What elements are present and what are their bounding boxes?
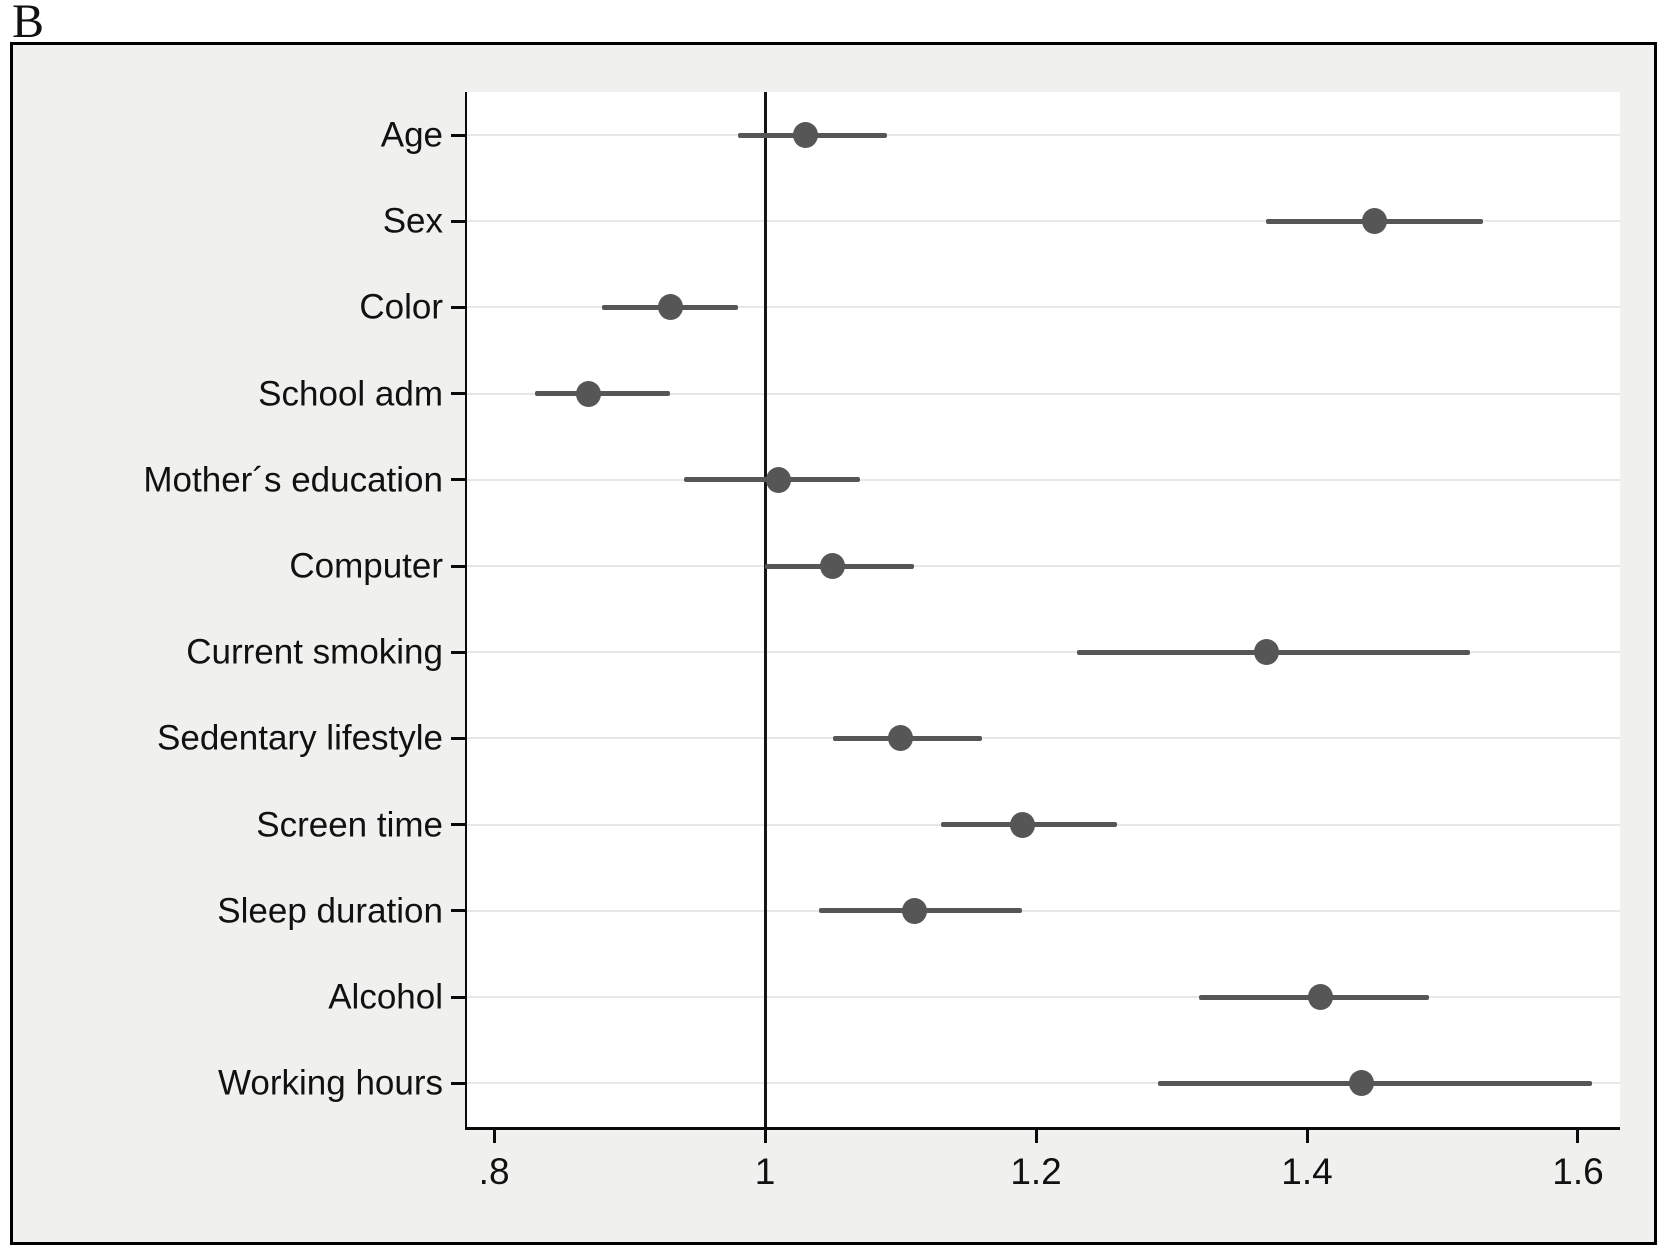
category-label: Age xyxy=(380,115,443,155)
category-label: Sleep duration xyxy=(217,891,443,931)
estimate-dot xyxy=(901,897,927,924)
y-axis-tick xyxy=(451,133,465,137)
row-gridline xyxy=(467,996,1620,998)
row-gridline xyxy=(467,478,1620,481)
category-label: Mother´s education xyxy=(143,460,443,500)
estimate-dot xyxy=(793,122,819,148)
x-axis-tick xyxy=(1305,1127,1309,1143)
row-gridline xyxy=(467,392,1620,395)
x-tick-label: .8 xyxy=(478,1151,510,1192)
row-gridline xyxy=(467,565,1620,567)
x-axis-tick xyxy=(763,1127,767,1143)
x-axis-tick xyxy=(1576,1127,1580,1143)
x-axis-tick xyxy=(1034,1127,1038,1143)
panel-label: B xyxy=(12,0,45,48)
y-axis-tick xyxy=(451,392,465,396)
y-axis-tick xyxy=(451,478,465,482)
row-gridline xyxy=(467,1082,1620,1085)
y-axis-tick xyxy=(451,909,465,913)
y-axis-tick xyxy=(451,823,465,827)
estimate-dot xyxy=(1009,811,1035,838)
y-axis-tick xyxy=(451,736,465,740)
estimate-dot xyxy=(1253,639,1279,666)
row-gridline xyxy=(467,220,1620,223)
estimate-dot xyxy=(1308,984,1334,1010)
category-label: Screen time xyxy=(256,805,443,845)
category-label: Working hours xyxy=(217,1063,443,1103)
category-label: School adm xyxy=(258,374,443,414)
estimate-dot xyxy=(1348,1070,1374,1097)
row-gridline xyxy=(467,306,1620,309)
row-gridline xyxy=(467,909,1620,912)
category-label: Computer xyxy=(289,546,443,586)
row-gridline xyxy=(467,737,1620,740)
row-gridline xyxy=(467,134,1620,136)
y-axis-tick xyxy=(451,650,465,654)
category-label: Color xyxy=(359,287,443,327)
category-label: Sex xyxy=(382,201,443,241)
category-label: Sedentary lifestyle xyxy=(157,718,443,758)
ci-line xyxy=(1157,1080,1592,1086)
y-axis-tick xyxy=(451,219,465,223)
y-axis-tick xyxy=(451,1081,465,1085)
row-gridline xyxy=(467,651,1620,654)
estimate-dot xyxy=(1362,208,1388,235)
category-label: Alcohol xyxy=(328,977,443,1017)
estimate-dot xyxy=(657,294,683,321)
estimate-dot xyxy=(766,466,792,493)
ci-line xyxy=(534,391,671,397)
y-axis-tick xyxy=(451,564,465,568)
y-axis-tick xyxy=(451,305,465,309)
estimate-dot xyxy=(820,553,846,579)
reference-line xyxy=(763,92,767,1127)
x-tick-label: 1.4 xyxy=(1281,1151,1333,1192)
x-tick-label: 1 xyxy=(754,1151,776,1192)
estimate-dot xyxy=(576,380,602,407)
category-label: Current smoking xyxy=(186,632,443,672)
x-axis-tick xyxy=(492,1127,496,1143)
x-tick-label: 1.6 xyxy=(1552,1151,1604,1192)
x-tick-label: 1.2 xyxy=(1010,1151,1062,1192)
y-axis-tick xyxy=(451,995,465,999)
plot-area: Age Sex Color School adm Mother´s education C… xyxy=(143,92,1620,1192)
estimate-dot xyxy=(888,725,914,752)
